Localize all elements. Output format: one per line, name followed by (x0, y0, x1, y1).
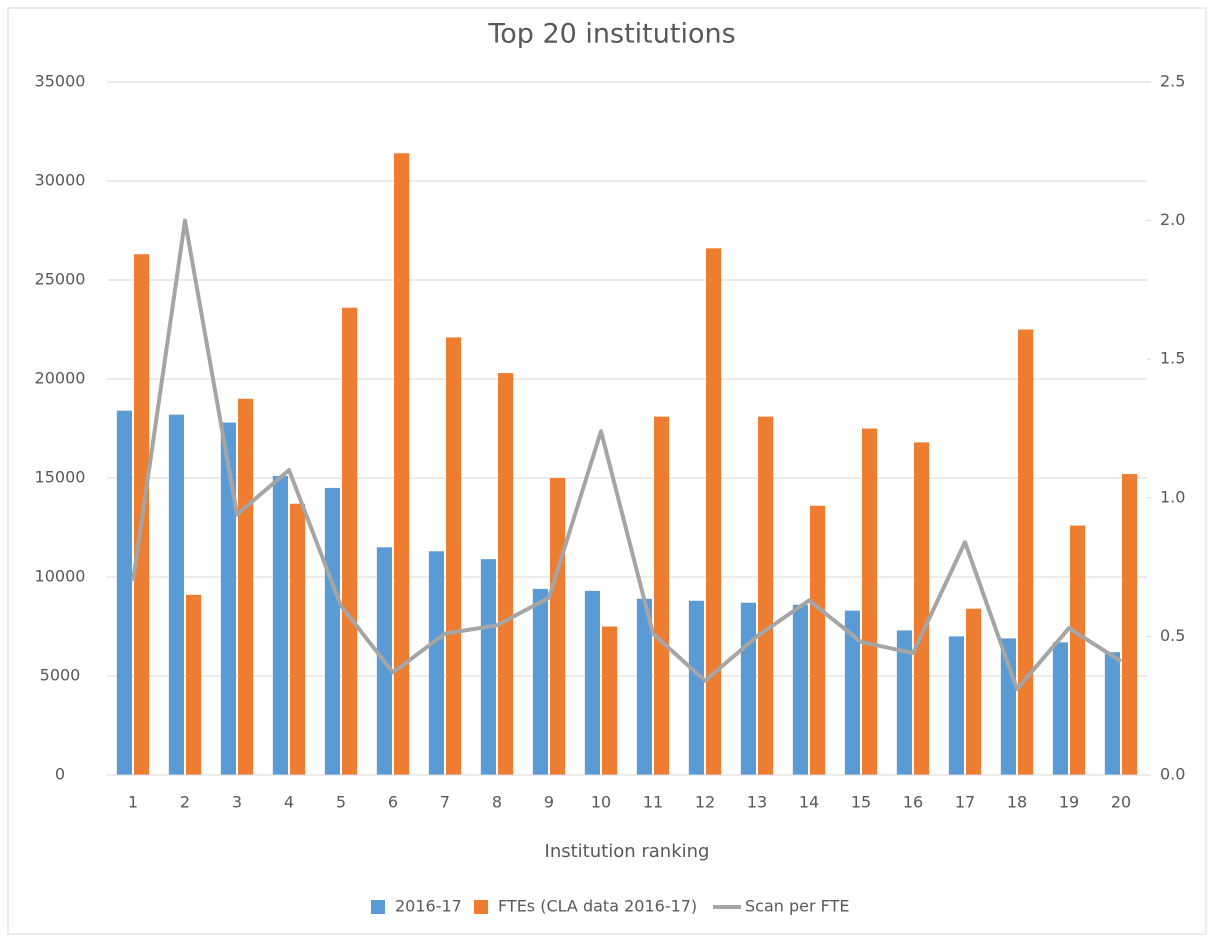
bar (896, 630, 912, 775)
bar (654, 416, 670, 775)
y-tick-label: 5000 (40, 666, 81, 685)
bar (498, 373, 514, 775)
bar (290, 503, 306, 775)
bar (394, 153, 410, 775)
x-tick-label: 3 (232, 793, 242, 812)
x-tick-label: 16 (903, 793, 923, 812)
bar (550, 478, 566, 775)
x-tick-label: 2 (180, 793, 190, 812)
bar (914, 442, 930, 775)
bar (324, 487, 340, 775)
line (131, 218, 1123, 692)
x-tick-label: 13 (747, 793, 767, 812)
bar (758, 416, 774, 775)
bar (688, 600, 704, 775)
x-tick-label: 20 (1111, 793, 1131, 812)
y-tick-label: 35000 (35, 72, 86, 91)
bar (220, 422, 236, 775)
bar (584, 590, 600, 775)
legend-label: Scan per FTE (745, 897, 849, 916)
bar (428, 551, 444, 775)
y2-tick-label: 1.0 (1160, 487, 1185, 506)
x-tick-label: 7 (440, 793, 450, 812)
bar (862, 428, 878, 775)
bar (1018, 329, 1034, 775)
y-tick-label: 10000 (35, 567, 86, 586)
x-tick-label: 10 (591, 793, 611, 812)
x-tick-label: 18 (1007, 793, 1027, 812)
y-tick-label: 20000 (35, 369, 86, 388)
legend-label: FTEs (CLA data 2016-17) (498, 897, 697, 916)
x-tick-label: 9 (544, 793, 554, 812)
bar (602, 626, 618, 775)
bar (1052, 642, 1068, 775)
y2-tick-label: 0.5 (1160, 626, 1185, 645)
y-tick-label: 15000 (35, 468, 86, 487)
legend-label: 2016-17 (395, 897, 462, 916)
bar (966, 608, 982, 775)
bar (480, 559, 496, 775)
x-tick-label: 8 (492, 793, 502, 812)
bar (792, 604, 808, 775)
bar (186, 594, 202, 775)
chart-frame (7, 7, 1207, 935)
bar (168, 414, 184, 775)
y-tick-label: 25000 (35, 270, 86, 289)
bar (706, 248, 722, 775)
bar (116, 410, 132, 775)
x-tick-label: 1 (128, 793, 138, 812)
y2-tick-label: 0.0 (1160, 765, 1185, 784)
bar (446, 337, 462, 775)
y2-tick-label: 2.5 (1160, 72, 1185, 91)
bar (1070, 525, 1086, 775)
x-tick-label: 6 (388, 793, 398, 812)
bar (342, 307, 358, 775)
bar (532, 588, 548, 775)
y2-tick-label: 2.0 (1160, 210, 1185, 229)
bar (272, 476, 288, 775)
legend-swatch (371, 900, 385, 914)
legend-swatch (474, 900, 488, 914)
bar (1122, 474, 1138, 775)
bar (844, 610, 860, 775)
bar (810, 505, 826, 775)
x-tick-label: 11 (643, 793, 663, 812)
bar (948, 636, 964, 775)
bar (740, 602, 756, 775)
bar (238, 398, 254, 775)
x-tick-label: 4 (284, 793, 294, 812)
bar (636, 598, 652, 775)
bar (1104, 652, 1120, 775)
x-tick-label: 14 (799, 793, 819, 812)
y2-tick-label: 1.5 (1160, 349, 1185, 368)
x-axis-label: Institution ranking (545, 841, 710, 862)
x-tick-label: 15 (851, 793, 871, 812)
chart-title: Top 20 institutions (487, 19, 735, 50)
y-tick-label: 0 (55, 765, 65, 784)
x-tick-label: 12 (695, 793, 715, 812)
x-tick-label: 19 (1059, 793, 1079, 812)
x-tick-label: 17 (955, 793, 975, 812)
x-tick-label: 5 (336, 793, 346, 812)
y-tick-label: 30000 (35, 171, 86, 190)
